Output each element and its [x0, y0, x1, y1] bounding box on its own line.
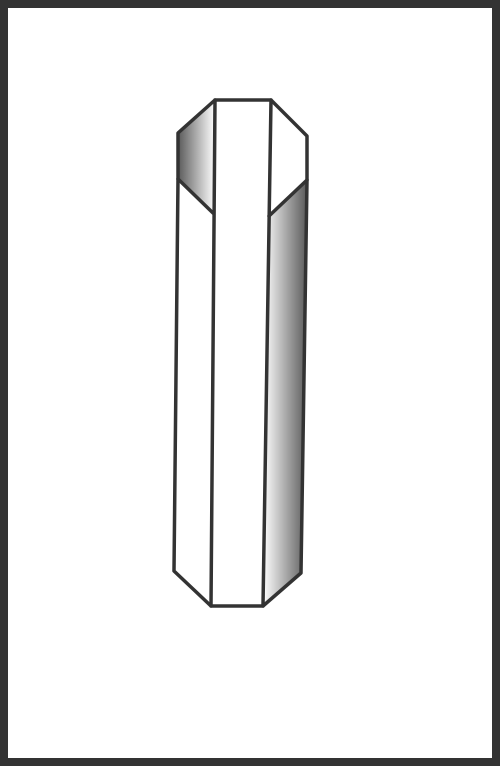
front-face-left-edge: [209, 98, 217, 608]
left-bevel-edge: [176, 177, 215, 215]
right-bevel-edge: [267, 178, 309, 218]
front-face-right-edge: [261, 98, 273, 608]
shaded-right-face: [263, 180, 307, 606]
shaded-top-left-facet: [178, 100, 215, 213]
